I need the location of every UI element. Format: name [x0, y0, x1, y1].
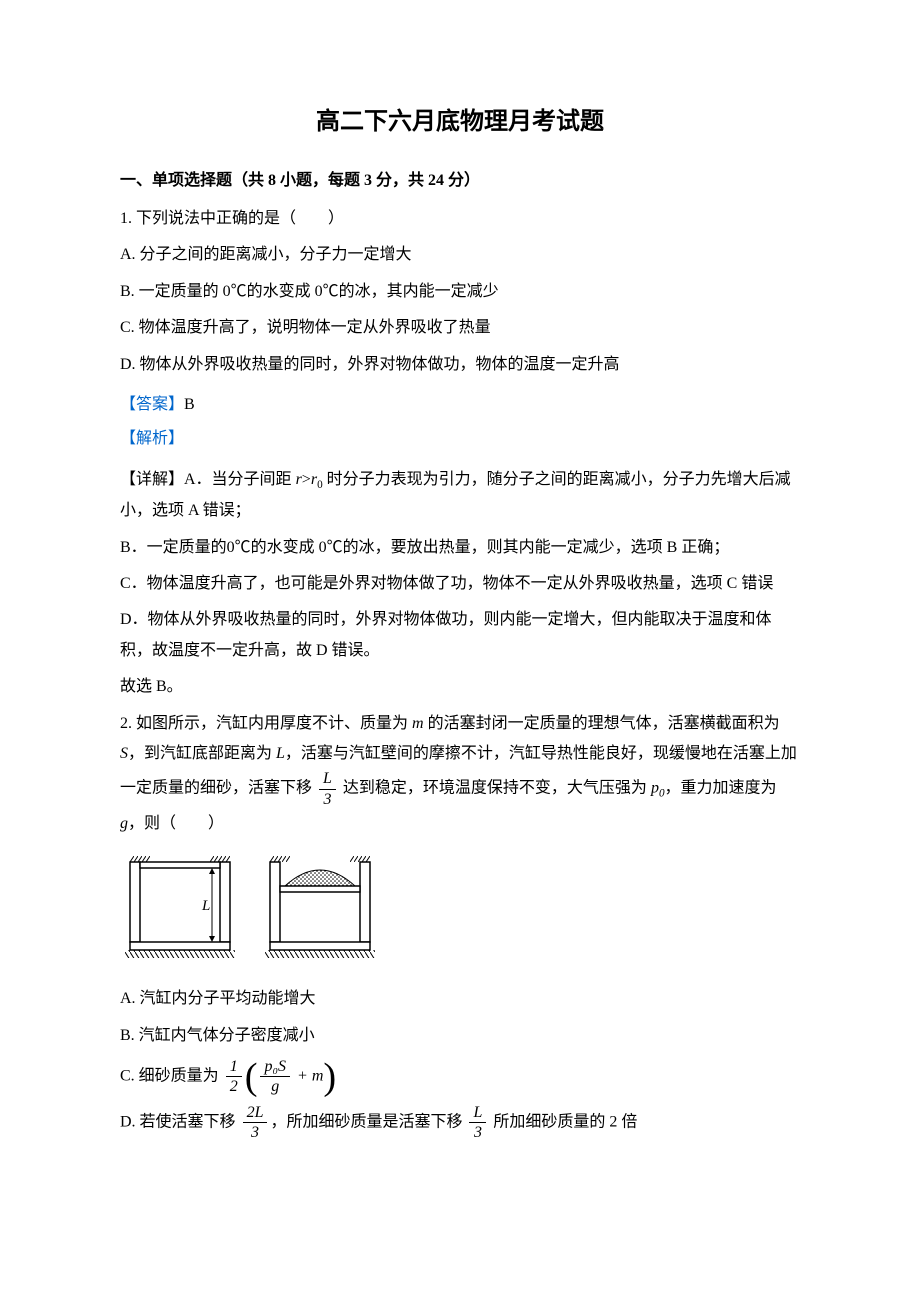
- frac-2L-3: 2L3: [243, 1103, 268, 1142]
- q2-optd-2: ，所加细砂质量是活塞下移: [270, 1113, 466, 1130]
- math-gt: >: [302, 471, 311, 488]
- frac-num: L: [469, 1103, 486, 1123]
- q2-stem-2: 的活塞封闭一定质量的理想气体，活塞横截面积为: [424, 715, 780, 732]
- frac-L-3: L3: [319, 769, 336, 808]
- q2-optc-text: C. 细砂质量为: [120, 1068, 219, 1085]
- q1-analysis-label: 【解析】: [120, 424, 800, 454]
- q2-stem: 2. 如图所示，汽缸内用厚度不计、质量为 m 的活塞封闭一定质量的理想气体，活塞…: [120, 709, 800, 840]
- math-L: L: [276, 745, 285, 762]
- plus-m: + m: [297, 1068, 323, 1085]
- paren-close: ): [323, 1060, 336, 1095]
- frac-p0s-g: p₀Sg: [260, 1057, 290, 1096]
- q2-stem-1: 2. 如图所示，汽缸内用厚度不计、质量为: [120, 715, 412, 732]
- L-label: L: [201, 898, 210, 914]
- frac-den: 2: [226, 1077, 242, 1096]
- math-g: g: [120, 815, 128, 832]
- frac-L-3-b: L3: [469, 1103, 486, 1142]
- frac-num: p₀S: [260, 1057, 290, 1077]
- answer-value: B: [184, 396, 195, 413]
- q2-option-d: D. 若使活塞下移 2L3，所加细砂质量是活塞下移 L3 所加细砂质量的 2 倍: [120, 1103, 800, 1142]
- frac-den: 3: [319, 790, 336, 809]
- q2-stem-3: ，到汽缸底部距离为: [128, 745, 276, 762]
- frac-num: 1: [226, 1057, 242, 1077]
- q2-optd-3: 所加细砂质量的 2 倍: [489, 1113, 637, 1130]
- q2-figure: L: [120, 851, 800, 972]
- paren-open: (: [245, 1060, 258, 1095]
- detail-a-part1: 【详解】A．当分子间距: [120, 471, 296, 488]
- frac-num: L: [319, 769, 336, 789]
- q2-optd-1: D. 若使活塞下移: [120, 1113, 240, 1130]
- page-title: 高二下六月底物理月考试题: [120, 100, 800, 146]
- frac-1-2: 1 2: [226, 1057, 242, 1096]
- section-1-header: 一、单项选择题（共 8 小题，每题 3 分，共 24 分）: [120, 166, 800, 196]
- q2-option-b: B. 汽缸内气体分子密度减小: [120, 1021, 800, 1051]
- q1-detail-d: D．物体从外界吸收热量的同时，外界对物体做功，则内能一定增大，但内能取决于温度和…: [120, 605, 800, 666]
- answer-label: 【答案】: [120, 396, 184, 413]
- q1-answer: 【答案】B: [120, 390, 800, 420]
- cylinder-diagram: L: [120, 851, 400, 961]
- math-p0: p: [651, 780, 659, 797]
- q1-detail-final: 故选 B。: [120, 672, 800, 702]
- q1-option-b: B. 一定质量的 0℃的水变成 0℃的冰，其内能一定减少: [120, 277, 800, 307]
- math-S: S: [120, 745, 128, 762]
- q1-option-c: C. 物体温度升高了，说明物体一定从外界吸收了热量: [120, 313, 800, 343]
- q2-stem-6: ，重力加速度为: [665, 780, 777, 797]
- q1-detail-c: C．物体温度升高了，也可能是外界对物体做了功，物体不一定从外界吸收热量，选项 C…: [120, 569, 800, 599]
- math-m: m: [412, 715, 424, 732]
- q1-option-d: D. 物体从外界吸收热量的同时，外界对物体做功，物体的温度一定升高: [120, 350, 800, 380]
- frac-den: 3: [469, 1123, 486, 1142]
- q1-detail-b: B．一定质量的0℃的水变成 0℃的冰，要放出热量，则其内能一定减少，选项 B 正…: [120, 533, 800, 563]
- q2-stem-7: ，则（ ）: [128, 815, 224, 832]
- q2-option-c: C. 细砂质量为 1 2 (p₀Sg + m): [120, 1057, 800, 1096]
- frac-den: g: [260, 1077, 290, 1096]
- frac-den: 3: [243, 1123, 268, 1142]
- frac-num: 2L: [243, 1103, 268, 1123]
- q2-option-a: A. 汽缸内分子平均动能增大: [120, 984, 800, 1014]
- q1-stem: 1. 下列说法中正确的是（ ）: [120, 204, 800, 234]
- q1-detail-a: 【详解】A．当分子间距 r>r0 时分子力表现为引力，随分子之间的距离减小，分子…: [120, 465, 800, 527]
- q2-stem-5: 达到稳定，环境温度保持不变，大气压强为: [339, 780, 651, 797]
- q1-option-a: A. 分子之间的距离减小，分子力一定增大: [120, 240, 800, 270]
